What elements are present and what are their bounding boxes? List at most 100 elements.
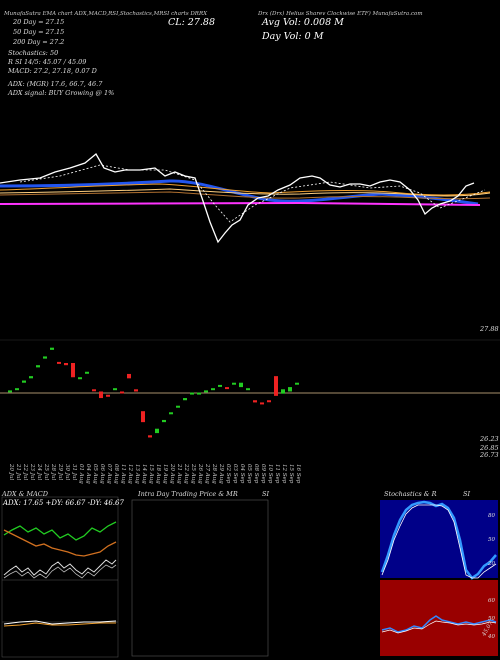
- candle: [253, 400, 257, 403]
- candle: [64, 363, 68, 366]
- macd-info: MACD: 27.2, 27.18, 0.07 D: [8, 67, 97, 75]
- ema20-info: 20 Day = 27.15: [13, 18, 65, 26]
- date-tick-label: 29 Jul: [57, 463, 63, 480]
- date-tick-label: 21 Aug: [176, 463, 182, 484]
- date-tick-label: 21 Jul: [15, 463, 21, 480]
- date-tick-label: 18 Aug: [155, 464, 161, 484]
- candle: [190, 392, 194, 395]
- rsi-info: R SI 14/5: 45.07 / 45.09: [8, 58, 87, 66]
- date-tick-label: 13 Aug: [134, 464, 140, 484]
- candle: [232, 382, 236, 385]
- date-tick-label: 31 Jul: [71, 464, 77, 480]
- intraday-panel-si: SI: [262, 490, 270, 498]
- date-tick-label: 04 Sep: [239, 464, 245, 484]
- date-tick-label: 20 Jul: [8, 463, 14, 480]
- rsi-tick-40: 40: [488, 634, 495, 640]
- date-tick-label: 22 Jul: [22, 463, 28, 480]
- date-tick-label: 27 Aug: [204, 463, 210, 484]
- date-tick-label: 08 Sep: [253, 464, 259, 484]
- candle: [106, 394, 110, 397]
- stoch-panel-bg: [380, 500, 498, 578]
- macd-line: [3, 620, 117, 625]
- ema200-info: 200 Day = 27.2: [13, 38, 65, 46]
- candle: [162, 419, 166, 423]
- date-tick-label: 29 Aug: [218, 463, 224, 484]
- price-label-low-2: 26.85: [480, 444, 499, 452]
- candle: [92, 389, 96, 392]
- price-label-low-3: 26.73: [480, 451, 499, 459]
- stoch-tick-20: 20: [488, 561, 495, 567]
- date-tick-label: 02 Sep: [225, 464, 231, 484]
- date-tick-label: 23 Jul: [29, 463, 35, 480]
- candle: [211, 388, 215, 391]
- header-title-left: MunafaSutra EMA chart ADX,MACD,RSI,Stoch…: [4, 11, 208, 17]
- candle: [218, 384, 222, 387]
- date-tick-label: 26 Aug: [197, 463, 203, 484]
- adx-info: ADX: (MGR) 17.6, 66.7, 46.7: [8, 80, 103, 88]
- candle: [274, 376, 278, 396]
- intraday-panel-frame: [131, 499, 269, 657]
- rsi-blue-line: [381, 615, 497, 633]
- candle: [85, 371, 89, 374]
- candle: [239, 382, 243, 388]
- adx-green-line: [3, 521, 117, 541]
- date-tick-label: 19 Aug: [162, 464, 168, 484]
- date-tick-label: 25 Jul: [43, 463, 49, 480]
- ema100-line: [0, 188, 491, 197]
- candle: [8, 390, 12, 393]
- date-tick-label: 09 Sep: [260, 464, 266, 484]
- candle: [225, 387, 229, 390]
- date-tick-label: 11 Sep: [274, 464, 280, 484]
- date-tick-label: 14 Aug: [141, 464, 147, 484]
- price-label-low-1: 26.23: [480, 435, 499, 443]
- date-tick-label: 10 Sep: [267, 464, 273, 484]
- candle: [50, 347, 54, 350]
- candle: [71, 363, 75, 378]
- date-tick-label: 15 Aug: [148, 464, 154, 484]
- stoch-panel: [380, 500, 498, 656]
- candle: [288, 387, 292, 392]
- candle: [176, 405, 180, 408]
- price-white-line: [0, 153, 475, 244]
- adx-panel-title: ADX & MACD: [2, 490, 48, 498]
- stoch-blue-line: [380, 500, 497, 580]
- stoch-tick-50: 50: [488, 537, 495, 543]
- date-tick-label: 05 Aug: [92, 464, 98, 484]
- candle: [99, 391, 103, 399]
- intraday-panel: [131, 499, 269, 657]
- candle: [15, 388, 19, 391]
- date-tick-label: 06 Aug: [99, 464, 105, 484]
- candle: [295, 382, 299, 385]
- rsi-tick-60: 60: [488, 598, 495, 604]
- date-tick-label: 25 Aug: [190, 463, 196, 484]
- adx-white-line-2: [3, 564, 117, 579]
- date-tick-label: 03 Sep: [232, 464, 238, 484]
- date-tick-label: 28 Jul: [50, 463, 56, 480]
- candle: [281, 389, 285, 394]
- candle: [113, 388, 117, 391]
- candle: [127, 373, 131, 379]
- candle: [183, 398, 187, 401]
- date-tick-label: 01 Aug: [78, 464, 84, 484]
- date-tick-label: 20 Aug: [169, 463, 175, 484]
- day-volume-label: Day Vol: 0 M: [262, 31, 324, 42]
- candle: [29, 376, 33, 379]
- rsi-tick-50: 50: [488, 616, 495, 622]
- adx-signal-info: ADX signal: BUY Growing @ 1%: [8, 89, 115, 97]
- stoch-tick-80: 80: [488, 513, 495, 519]
- date-tick-label: 04 Aug: [85, 464, 91, 484]
- stoch-panel-si: SI: [463, 490, 471, 498]
- candle: [43, 356, 47, 359]
- magenta-line: [0, 201, 481, 206]
- candle: [260, 402, 264, 405]
- ema50-line: [0, 183, 491, 196]
- candles-group: [8, 347, 299, 438]
- date-tick-label: 08 Aug: [113, 464, 119, 484]
- macd-signal-line: [3, 622, 116, 627]
- price-label-top: 27.88: [480, 325, 499, 333]
- candle: [134, 389, 138, 392]
- date-tick-label: 28 Aug: [211, 463, 217, 484]
- adx-panel-frame: [1, 496, 119, 658]
- candle: [204, 390, 208, 393]
